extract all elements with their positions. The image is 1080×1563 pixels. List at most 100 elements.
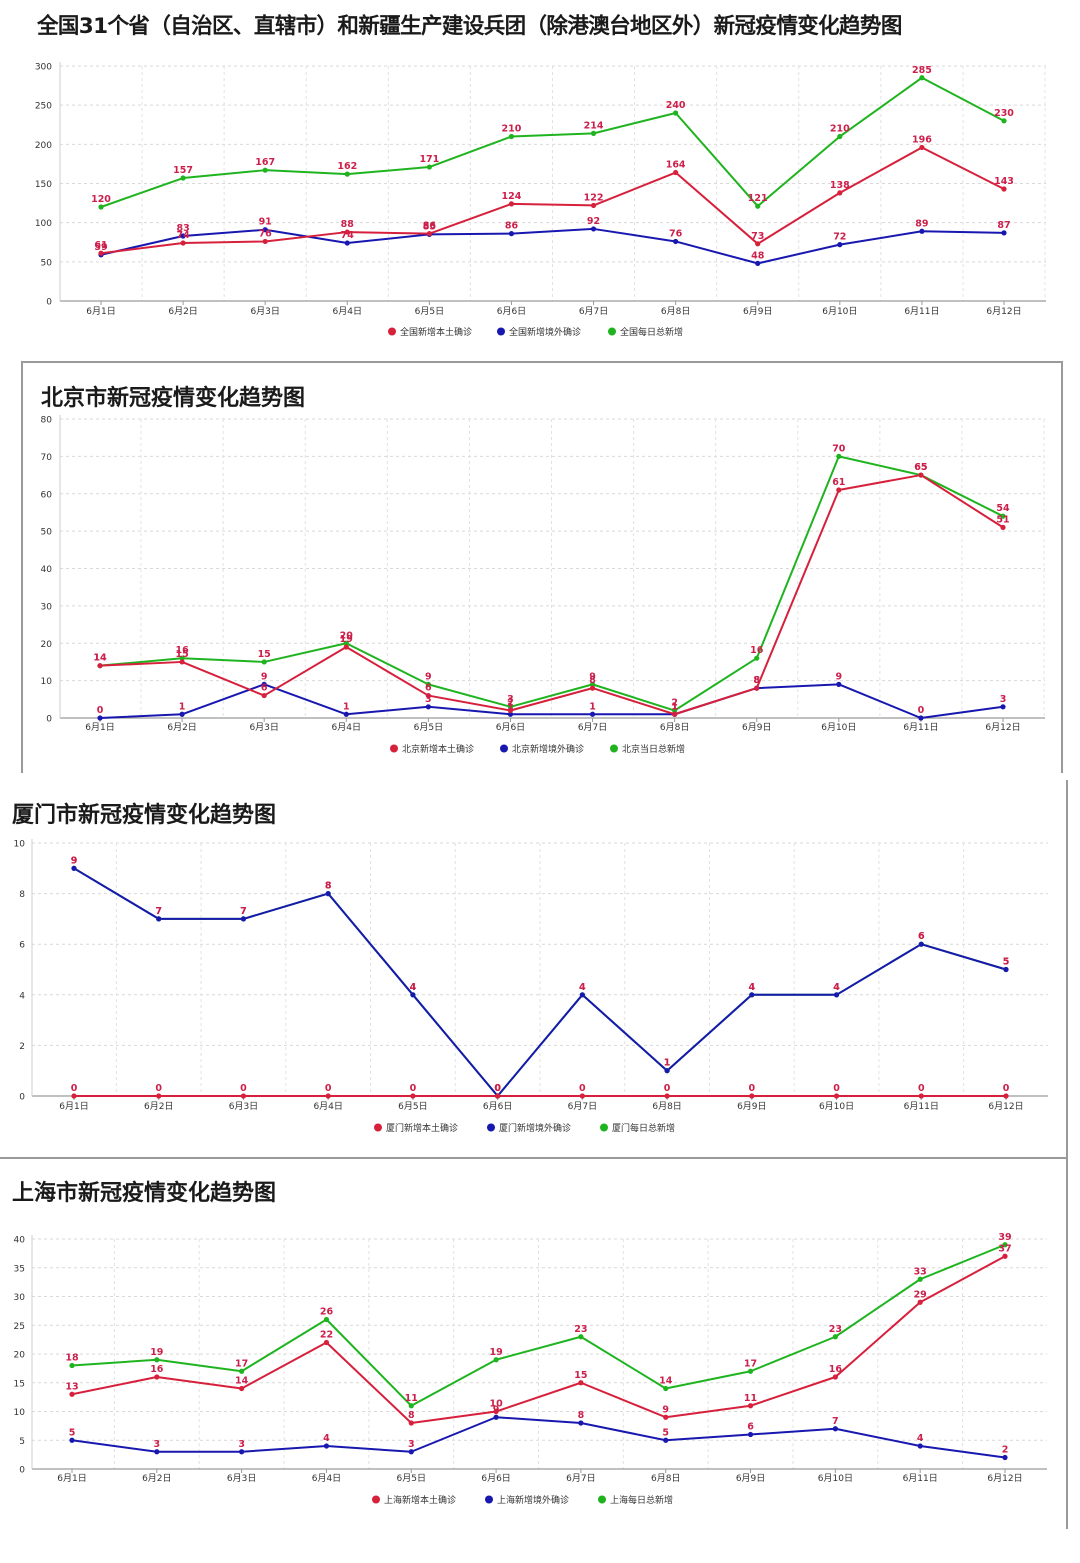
data-label: 124 bbox=[502, 191, 522, 202]
y-tick-label: 15 bbox=[14, 1379, 25, 1389]
data-point bbox=[1001, 186, 1007, 192]
legend-marker bbox=[388, 327, 396, 336]
data-label: 138 bbox=[830, 180, 850, 191]
data-label: 83 bbox=[176, 223, 189, 234]
data-point bbox=[664, 1093, 670, 1099]
data-point bbox=[918, 1093, 924, 1099]
data-label: 1 bbox=[664, 1058, 671, 1069]
grid: 0 50 100 150 200 250 300 bbox=[35, 63, 1046, 308]
data-label: 0 bbox=[918, 705, 925, 716]
data-point bbox=[156, 1093, 162, 1099]
x-tick-label: 6月4日 bbox=[313, 1101, 342, 1112]
x-tick-label: 6月7日 bbox=[566, 1473, 595, 1484]
data-point bbox=[343, 711, 349, 717]
data-label: 13 bbox=[65, 1381, 78, 1392]
beijing-chart-panel: 北京市新冠疫情变化趋势图 0 10 20 30 40 50 60 70 80 6月1日 6月2日 6月… bbox=[0, 360, 1080, 780]
data-point bbox=[180, 240, 186, 246]
legend-marker bbox=[374, 1123, 382, 1132]
data-point bbox=[239, 1449, 245, 1455]
data-label: 214 bbox=[584, 120, 604, 131]
data-label: 7 bbox=[240, 906, 247, 917]
data-point bbox=[663, 1414, 669, 1420]
data-point bbox=[578, 1380, 584, 1386]
data-label: 74 bbox=[176, 230, 190, 241]
x-tick-label: 6月10日 bbox=[818, 1473, 853, 1484]
data-label: 9 bbox=[71, 855, 78, 866]
data-label: 1 bbox=[671, 701, 678, 712]
data-point bbox=[673, 238, 679, 245]
data-label: 157 bbox=[173, 165, 193, 176]
data-label: 164 bbox=[666, 160, 686, 171]
data-label: 0 bbox=[325, 1083, 332, 1094]
panel-border-left bbox=[21, 361, 23, 773]
data-point bbox=[919, 228, 925, 234]
data-label: 2 bbox=[1002, 1445, 1009, 1456]
x-tick-label: 6月12日 bbox=[985, 722, 1020, 733]
data-label: 171 bbox=[419, 154, 439, 165]
y-tick-label: 60 bbox=[41, 490, 53, 500]
data-label: 3 bbox=[507, 694, 514, 705]
data-point bbox=[590, 130, 597, 136]
data-label: 1 bbox=[343, 701, 350, 712]
data-point bbox=[507, 707, 514, 714]
data-label: 5 bbox=[662, 1427, 669, 1438]
data-label: 86 bbox=[423, 221, 437, 232]
data-point bbox=[1000, 513, 1006, 519]
data-label: 33 bbox=[914, 1266, 927, 1277]
y-tick-label: 250 bbox=[35, 102, 52, 112]
x-tick-label: 6月3日 bbox=[250, 306, 279, 317]
data-point bbox=[179, 659, 185, 665]
y-tick-label: 0 bbox=[19, 1093, 25, 1103]
data-label: 4 bbox=[323, 1433, 330, 1444]
panel-border-right bbox=[1061, 361, 1063, 773]
data-point bbox=[344, 229, 350, 235]
data-label: 3 bbox=[1000, 694, 1007, 705]
x-tick-label: 6月9日 bbox=[743, 306, 772, 317]
data-label: 19 bbox=[489, 1347, 502, 1358]
data-label: 74 bbox=[341, 230, 355, 241]
data-label: 240 bbox=[666, 100, 686, 111]
x-tick-label: 6月1日 bbox=[59, 1101, 88, 1112]
data-label: 61 bbox=[832, 477, 845, 488]
y-tick-label: 4 bbox=[19, 991, 25, 1001]
data-label: 4 bbox=[410, 982, 417, 993]
data-point bbox=[425, 704, 431, 710]
data-point bbox=[589, 711, 596, 717]
data-point bbox=[589, 681, 596, 687]
data-label: 3 bbox=[238, 1439, 245, 1450]
x-tick-label: 6月2日 bbox=[168, 306, 197, 317]
data-label: 0 bbox=[155, 1083, 162, 1094]
y-tick-label: 70 bbox=[41, 453, 53, 463]
data-point bbox=[832, 1334, 838, 1340]
data-point bbox=[179, 655, 185, 661]
data-label: 59 bbox=[94, 242, 107, 253]
data-label: 0 bbox=[410, 1083, 417, 1094]
x-tick-label: 6月5日 bbox=[415, 306, 444, 317]
data-label: 4 bbox=[579, 982, 586, 993]
data-label: 11 bbox=[744, 1393, 757, 1404]
data-point bbox=[493, 1414, 499, 1420]
x-tick-label: 6月11日 bbox=[903, 1473, 938, 1484]
data-point bbox=[579, 992, 585, 998]
data-label: 7 bbox=[155, 906, 162, 917]
data-label: 2 bbox=[671, 698, 678, 709]
x-tick-label: 6月4日 bbox=[333, 306, 362, 317]
data-label: 7 bbox=[240, 906, 247, 917]
data-label: 0 bbox=[664, 1083, 671, 1094]
data-label: 8 bbox=[408, 1410, 415, 1421]
x-tick-label: 6月2日 bbox=[167, 722, 196, 733]
y-tick-label: 10 bbox=[41, 677, 53, 687]
data-label: 20 bbox=[340, 630, 354, 641]
data-label: 72 bbox=[833, 232, 846, 243]
data-point bbox=[578, 1420, 584, 1426]
data-label: 4 bbox=[410, 982, 417, 993]
legend: 全国新增本土确诊 全国新增境外确诊 全国每日总新增 bbox=[388, 326, 683, 338]
data-point bbox=[343, 640, 349, 646]
series-line bbox=[71, 1255, 1006, 1424]
data-point bbox=[325, 891, 331, 897]
data-label: 70 bbox=[832, 443, 846, 454]
x-tick-label: 6月6日 bbox=[497, 306, 526, 317]
data-label: 6 bbox=[425, 683, 432, 694]
data-point bbox=[98, 204, 104, 210]
